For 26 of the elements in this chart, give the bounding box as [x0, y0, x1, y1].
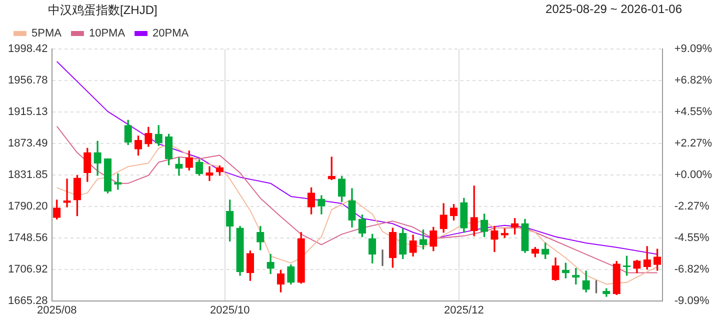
- y2-tick-label: +9.09%: [674, 43, 712, 56]
- legend-label: 5PMA: [32, 28, 62, 40]
- chart-title: 中汉鸡蛋指数[ZHJD]: [48, 2, 158, 19]
- y-tick-label: 1706.92: [8, 263, 48, 276]
- y2-tick-label: +6.82%: [674, 74, 712, 86]
- y-tick-label: 1790.20: [8, 200, 48, 212]
- y-tick-label: 1956.78: [8, 74, 48, 87]
- y2-tick-label: -6.82%: [674, 263, 710, 276]
- x-tick-label: 2025/12: [444, 304, 484, 316]
- y2-tick-label: +4.55%: [674, 106, 712, 118]
- y-tick-label: 1665.28: [8, 294, 48, 307]
- y2-tick-label: -2.27%: [674, 200, 710, 212]
- y-tick-label: 1748.56: [8, 232, 48, 244]
- y-tick-label: 1915.13: [8, 106, 48, 118]
- y-tick-label: 1831.85: [8, 168, 48, 181]
- y-tick-label: 1998.42: [8, 43, 48, 56]
- legend-label: 10PMA: [88, 28, 126, 40]
- y-tick-label: 1873.49: [8, 137, 48, 150]
- chart-subtitle: 2025-08-29 ~ 2026-01-06: [546, 2, 682, 16]
- y2-tick-label: +2.27%: [674, 137, 712, 150]
- x-tick-label: 2025/08: [36, 304, 77, 316]
- x-tick-label: 2025/10: [210, 304, 250, 316]
- y2-tick-label: +0.00%: [674, 168, 712, 181]
- y2-tick-label: -9.09%: [674, 294, 710, 307]
- legend-label: 20PMA: [152, 28, 190, 40]
- y2-tick-label: -4.55%: [674, 232, 710, 244]
